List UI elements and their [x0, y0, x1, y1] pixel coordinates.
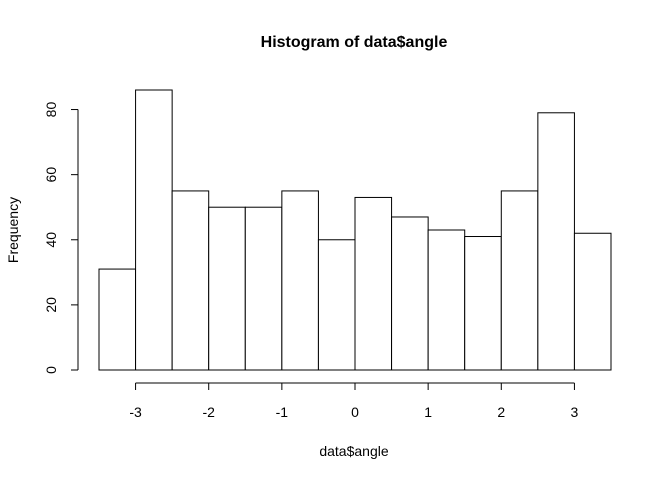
histogram-bar-9: [427, 229, 466, 371]
histogram-bar-1: [135, 89, 173, 371]
histogram-bar-5: [281, 190, 319, 371]
x-tick-label-2: -1: [276, 404, 289, 420]
histogram-bar-10: [464, 236, 502, 371]
x-tick-label-0: -3: [129, 404, 142, 420]
y-tick-label-4: 80: [43, 102, 59, 118]
histogram-bar-13: [573, 232, 612, 371]
y-tick-label-0: 0: [43, 366, 59, 374]
histogram-bar-8: [391, 216, 429, 371]
histogram-bar-0: [98, 268, 137, 371]
x-tick-label-6: 3: [571, 404, 579, 420]
bars-group: [98, 89, 612, 371]
y-tick-label-2: 40: [43, 232, 59, 248]
histogram-bar-11: [500, 190, 539, 371]
histogram-bar-3: [208, 206, 246, 371]
x-axis-label: data$angle: [319, 443, 389, 459]
histogram-bar-12: [537, 112, 575, 371]
y-axis-label: Frequency: [5, 197, 21, 263]
chart-title: Histogram of data$angle: [261, 34, 448, 51]
x-tick-label-3: 0: [351, 404, 359, 420]
x-tick-label-1: -2: [202, 404, 215, 420]
y-tick-label-3: 60: [43, 167, 59, 183]
x-tick-label-5: 2: [497, 404, 505, 420]
x-axis: -3 -2 -1 0 1 2 3: [129, 382, 579, 420]
y-tick-label-1: 20: [43, 297, 59, 313]
y-axis: 0 20 40 60 80: [43, 102, 79, 374]
x-tick-label-4: 1: [424, 404, 432, 420]
histogram-bar-6: [317, 239, 356, 371]
histogram-bar-7: [354, 196, 393, 371]
histogram-bar-2: [171, 190, 210, 371]
histogram-bar-4: [244, 206, 283, 371]
